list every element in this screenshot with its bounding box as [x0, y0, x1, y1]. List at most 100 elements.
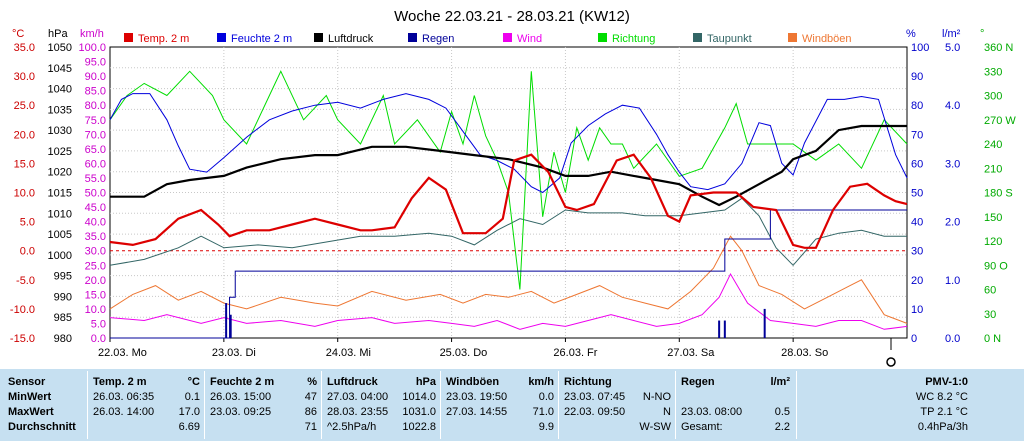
x-tick-label: 22.03. Mo: [98, 347, 147, 359]
wind-axis-unit: km/h: [80, 28, 104, 40]
column-head: Richtung: [564, 376, 612, 388]
humidity-tick-label: 60: [911, 158, 923, 170]
cell-value: N: [663, 406, 671, 418]
rain-bar: [723, 320, 726, 338]
series-line: [109, 70, 908, 290]
legend-swatch: [314, 33, 323, 42]
temp-tick-label: 0.0: [20, 246, 35, 258]
current-time-icon: [886, 357, 896, 367]
pmv-value: WC 8.2 °C: [915, 391, 968, 403]
x-tick-label: 24.03. Mi: [326, 347, 371, 359]
cell-value: 9.9: [538, 421, 554, 433]
cell-value: 86: [304, 406, 317, 418]
legend-label: Regen: [422, 33, 454, 45]
pressure-tick-label: 1045: [48, 63, 72, 75]
rain-tick-label: 4.0: [945, 100, 960, 112]
direction-tick-label: 240: [984, 139, 1002, 151]
direction-tick-label: 270 W: [984, 115, 1016, 127]
humidity-tick-label: 20: [911, 275, 923, 287]
cell-value: 2.2: [774, 421, 790, 433]
x-tick-label: 26.03. Fr: [553, 347, 597, 359]
series-line: [110, 209, 907, 339]
legend-swatch: [598, 33, 607, 42]
series-line: [109, 235, 908, 324]
cell-value: 17.0: [178, 406, 200, 418]
temp-tick-label: 25.0: [14, 100, 35, 112]
column-unit: km/h: [528, 376, 554, 388]
wind-tick-label: 10.0: [85, 304, 106, 316]
direction-tick-label: 30: [984, 309, 996, 321]
column-separator: [204, 371, 205, 439]
pressure-tick-label: 1035: [48, 104, 72, 116]
column-head: Windböen: [446, 376, 500, 388]
cell-time: 23.03. 08:00: [681, 406, 743, 418]
chart-title: Woche 22.03.21 - 28.03.21 (KW12): [394, 8, 630, 25]
humidity-tick-label: 30: [911, 246, 923, 258]
wind-tick-label: 90.0: [85, 71, 106, 83]
wind-tick-label: 70.0: [85, 129, 106, 141]
x-axis: 22.03. Mo 23.03. Di 24.03. Mi 25.03. Do 26.0…: [98, 338, 828, 359]
humidity-tick-label: 10: [911, 304, 923, 316]
humidity-tick-label: 90: [911, 71, 923, 83]
temp-tick-label: -15.0: [10, 333, 35, 345]
rain-bar: [718, 320, 721, 338]
rain-bar: [763, 308, 766, 338]
wind-tick-label: 35.0: [85, 231, 106, 243]
column-separator: [440, 371, 441, 439]
series-line: [109, 197, 907, 267]
temp-tick-label: 5.0: [20, 217, 35, 229]
wind-tick-label: 5.0: [91, 318, 106, 330]
pressure-tick-label: 995: [54, 271, 72, 283]
temp-tick-label: 20.0: [14, 129, 35, 141]
direction-tick-label: 210: [984, 163, 1002, 175]
humidity-tick-label: 0: [911, 333, 917, 345]
cell-time: 26.03. 06:35: [93, 391, 155, 403]
direction-tick-label: 180 S: [984, 188, 1013, 200]
direction-tick-label: 0 N: [984, 333, 1001, 345]
humidity-tick-label: 70: [911, 129, 923, 141]
row-label: MinWert: [8, 391, 52, 403]
temp-axis-unit: °C: [12, 28, 24, 40]
cell-time: 26.03. 15:00: [210, 391, 272, 403]
direction-tick-label: 120: [984, 236, 1002, 248]
weather-week-chart: Woche 22.03.21 - 28.03.21 (KW12) °C hPa km…: [10, 8, 1016, 367]
wind-tick-label: 80.0: [85, 100, 106, 112]
wind-tick-label: 45.0: [85, 202, 106, 214]
cell-value: W-SW: [639, 421, 671, 433]
cell-value: 1031.0: [402, 406, 436, 418]
pressure-tick-label: 1025: [48, 146, 72, 158]
direction-axis-unit: °: [980, 28, 984, 40]
cell-value: N-NO: [642, 391, 671, 403]
pressure-tick-label: 980: [54, 333, 72, 345]
pressure-tick-label: 1050: [48, 42, 72, 54]
cell-time: 23.03. 19:50: [446, 391, 508, 403]
cell-value: 6.69: [178, 421, 200, 433]
x-tick-label: 25.03. Do: [440, 347, 488, 359]
wind-tick-label: 20.0: [85, 275, 106, 287]
temp-tick-label: -10.0: [10, 304, 35, 316]
cell-time: 27.03. 14:55: [446, 406, 508, 418]
cell-time: 22.03. 09:50: [564, 406, 626, 418]
temp-tick-label: 10.0: [14, 188, 35, 200]
humidity-tick-label: 50: [911, 188, 923, 200]
legend-label: Temp. 2 m: [138, 33, 189, 45]
cell-time: Gesamt:: [681, 421, 723, 433]
direction-tick-label: 90 O: [984, 260, 1008, 272]
cell-value: 71: [304, 421, 317, 433]
column-separator: [675, 371, 676, 439]
pressure-tick-label: 1010: [48, 208, 72, 220]
cell-time: 26.03. 14:00: [93, 406, 155, 418]
direction-tick-label: 60: [984, 285, 996, 297]
legend-swatch: [408, 33, 417, 42]
legend-swatch: [217, 33, 226, 42]
pressure-tick-label: 1030: [48, 125, 72, 137]
humidity-axis-unit: %: [906, 28, 916, 40]
pressure-tick-label: 1005: [48, 229, 72, 241]
cell-value: 47: [304, 391, 317, 403]
cell-value: 0.1: [184, 391, 200, 403]
rain-tick-label: 0.0: [945, 333, 960, 345]
legend-label: Windböen: [802, 33, 852, 45]
wind-tick-label: 75.0: [85, 115, 106, 127]
wind-tick-label: 50.0: [85, 188, 106, 200]
rain-tick-label: 1.0: [945, 275, 960, 287]
